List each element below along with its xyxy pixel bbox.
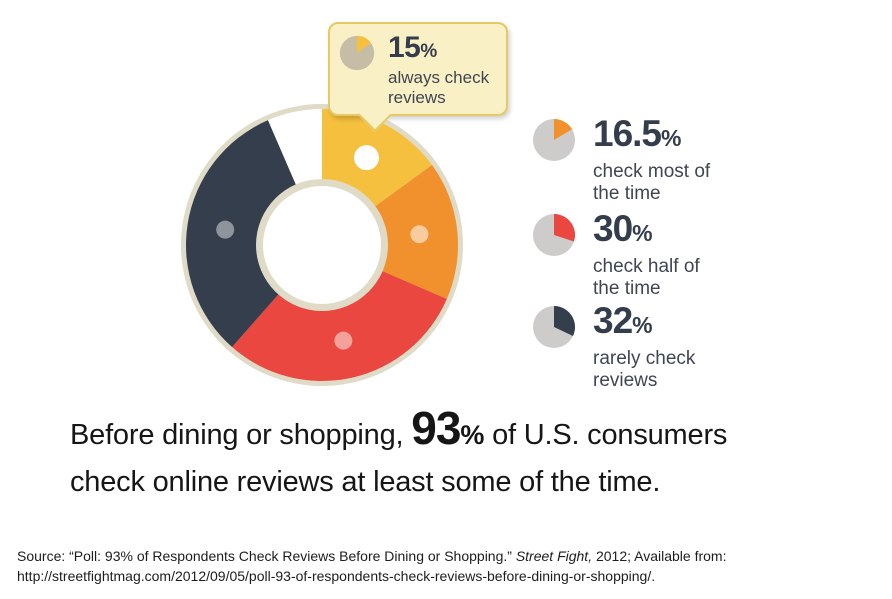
legend-item-check-most: 16.5% check most of the time: [532, 115, 710, 205]
callout-text: 15% always check reviews: [388, 33, 489, 108]
donut-chart: [172, 95, 472, 395]
legend-percent-value: 32: [593, 300, 633, 341]
headline-big-number: 93: [411, 402, 461, 454]
legend-text: 16.5% check most of the time: [593, 115, 710, 205]
legend-label-line2: the time: [593, 183, 661, 204]
legend-label-line1: check half of: [593, 256, 700, 277]
headline-prefix: Before dining or shopping,: [70, 419, 412, 451]
source-line1: Source: “Poll: 93% of Respondents Check …: [17, 546, 879, 566]
pie-icon-rarely-check: [533, 306, 575, 348]
legend-percent: 30%: [593, 210, 700, 256]
callout-percent-value: 15: [388, 31, 421, 64]
source-citation: Source: “Poll: 93% of Respondents Check …: [17, 546, 879, 586]
callout-always-check: 15% always check reviews: [328, 22, 508, 132]
legend-label-line2: reviews: [593, 370, 658, 391]
legend-percent-value: 30: [593, 208, 633, 249]
callout-label-line2: reviews: [388, 88, 446, 107]
legend-item-rarely-check: 32% rarely check reviews: [532, 302, 695, 392]
legend-item-check-half: 30% check half of the time: [532, 210, 700, 300]
source-prefix: Source: “Poll: 93% of Respondents Check …: [17, 548, 516, 564]
legend-text: 32% rarely check reviews: [593, 302, 695, 392]
legend-percent-symbol: %: [661, 125, 682, 151]
legend-percent: 32%: [593, 302, 695, 348]
legend-label-line1: rarely check: [593, 348, 696, 369]
pie-icon-check-half: [533, 214, 575, 256]
donut-chart-svg: [181, 104, 463, 386]
pie-icon-check-most: [533, 119, 575, 161]
source-url: http://streetfightmag.com/2012/09/05/pol…: [17, 568, 656, 584]
pie-icon-always-check: [339, 35, 375, 71]
legend-label-line1: check most of: [593, 161, 711, 182]
callout-label-line1: always check: [388, 68, 490, 87]
legend-percent-value: 16.5: [593, 113, 662, 154]
callout-percent-symbol: %: [420, 41, 438, 62]
headline: Before dining or shopping, 93% of U.S. c…: [70, 405, 782, 506]
legend-percent-symbol: %: [632, 220, 653, 246]
legend-percent: 16.5%: [593, 115, 710, 161]
source-publication: Street Fight,: [515, 548, 593, 564]
legend-text: 30% check half of the time: [593, 210, 700, 300]
headline-percent-symbol: %: [460, 420, 485, 450]
headline-suffix: of U.S. consumers check online reviews a…: [70, 419, 728, 498]
callout-percent: 15%: [388, 33, 489, 68]
source-suffix: 2012; Available from:: [592, 548, 727, 564]
legend-label-line2: the time: [593, 278, 661, 299]
legend-percent-symbol: %: [632, 312, 653, 338]
